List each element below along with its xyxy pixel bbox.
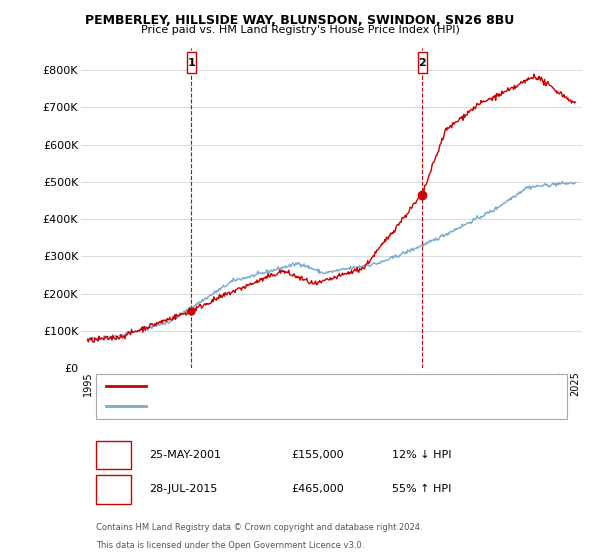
Text: Contains HM Land Registry data © Crown copyright and database right 2024.: Contains HM Land Registry data © Crown c… (96, 522, 422, 531)
Text: 12% ↓ HPI: 12% ↓ HPI (392, 450, 451, 460)
Text: 2: 2 (110, 484, 118, 494)
Bar (418, 52, 427, 73)
Text: 1: 1 (110, 450, 118, 460)
Text: This data is licensed under the Open Government Licence v3.0.: This data is licensed under the Open Gov… (96, 541, 364, 550)
Bar (96, 475, 131, 503)
Text: HPI: Average price, detached house, Swindon: HPI: Average price, detached house, Swin… (156, 402, 362, 410)
Text: PEMBERLEY, HILLSIDE WAY, BLUNSDON, SWINDON, SN26 8BU: PEMBERLEY, HILLSIDE WAY, BLUNSDON, SWIND… (85, 14, 515, 27)
Text: 55% ↑ HPI: 55% ↑ HPI (392, 484, 451, 494)
Text: 25-MAY-2001: 25-MAY-2001 (149, 450, 221, 460)
Text: Price paid vs. HM Land Registry's House Price Index (HPI): Price paid vs. HM Land Registry's House … (140, 25, 460, 35)
FancyBboxPatch shape (96, 374, 567, 419)
Text: £155,000: £155,000 (292, 450, 344, 460)
Text: 1: 1 (187, 58, 195, 68)
Text: 2: 2 (418, 58, 426, 68)
Bar (187, 52, 196, 73)
Text: £465,000: £465,000 (292, 484, 344, 494)
Text: PEMBERLEY, HILLSIDE WAY, BLUNSDON, SWINDON, SN26 8BU (detached house): PEMBERLEY, HILLSIDE WAY, BLUNSDON, SWIND… (156, 382, 516, 391)
Text: 28-JUL-2015: 28-JUL-2015 (149, 484, 217, 494)
Bar (96, 441, 131, 469)
